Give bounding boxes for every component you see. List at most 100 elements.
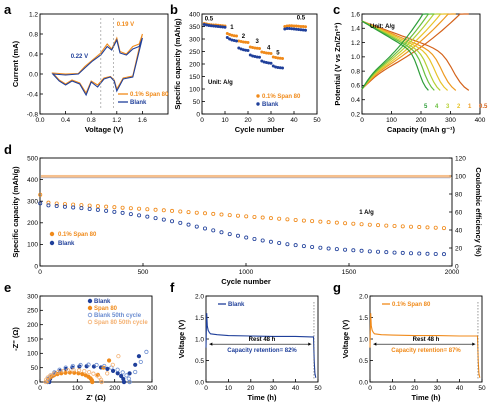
eis-point	[70, 363, 75, 369]
legend-swatch	[87, 312, 93, 318]
rate-point	[299, 25, 303, 28]
capacity-point	[104, 208, 109, 213]
panel-label: c	[333, 2, 340, 17]
rate-point	[251, 54, 255, 58]
x-tick-label: 0	[38, 385, 42, 392]
capacity-point	[161, 217, 166, 222]
capacity-point	[433, 251, 438, 256]
rate-point	[269, 61, 273, 65]
eis-point	[94, 362, 99, 368]
capacity-point	[54, 201, 59, 206]
eis-point	[43, 379, 48, 385]
legend-swatch	[256, 102, 260, 106]
eis-point	[55, 370, 61, 375]
capacity-point	[128, 212, 133, 217]
y-tick-label: 1.0	[195, 336, 204, 343]
eis-point	[45, 375, 50, 380]
x-tick-label: 20	[244, 117, 252, 124]
x-tick-label: 0.8	[87, 117, 96, 124]
y-tick-label: 1.4	[351, 26, 360, 33]
x-tick-label: 0.4	[61, 117, 70, 124]
x-tick-label: 10	[225, 385, 233, 392]
capacity-point	[120, 205, 125, 210]
y-tick-label: 500	[27, 155, 38, 162]
capacity-point	[203, 211, 208, 216]
rate-point	[225, 32, 229, 35]
y-tick-label: 2.0	[195, 293, 204, 300]
eis-tail-point	[99, 379, 104, 385]
capacity-point	[425, 251, 430, 256]
x-tick-label: 0	[200, 117, 204, 124]
x-axis-title: Time (h)	[411, 393, 441, 402]
capacity-point	[433, 225, 438, 230]
y-tick-label: 100	[189, 86, 200, 93]
capacity-point	[194, 224, 199, 229]
rest-note: Rest 48 h	[249, 337, 276, 343]
rate-point	[281, 66, 284, 70]
y2-tick-label: 20	[455, 245, 463, 252]
capacity-point	[211, 228, 216, 233]
eis-point	[51, 371, 56, 376]
rate-point	[285, 27, 289, 30]
capacity-point	[71, 205, 76, 210]
rate-point	[207, 24, 211, 27]
rate-point	[212, 24, 215, 28]
x-tick-label: 100	[386, 117, 397, 124]
rate-point	[290, 27, 294, 31]
panel-b: 0 10 20 30 40 50 0 50 100 150 200 250 300 350 400 Cycle…	[170, 2, 321, 134]
capacity-point	[145, 214, 150, 219]
x-tick-label: 1000	[239, 269, 254, 276]
y-axis-title: Specific capacity (mAh/g)	[173, 18, 182, 110]
capacity-point	[46, 200, 51, 205]
capacity-point	[376, 223, 381, 228]
legend-label: 0.1% Span 80	[130, 92, 169, 98]
capacity-point	[301, 244, 306, 249]
plot-frame	[39, 157, 453, 267]
rate-point	[237, 39, 241, 43]
capacity-point	[203, 226, 208, 231]
y-tick-label: 250	[189, 49, 200, 56]
eis-point	[120, 370, 125, 375]
rate-point	[241, 40, 245, 44]
capacity-point	[128, 206, 133, 211]
rate-point	[218, 25, 222, 29]
capacity-point	[38, 192, 43, 197]
ce-band	[41, 174, 451, 178]
capacity-point	[293, 217, 298, 222]
capacity-point	[409, 224, 414, 229]
capacity-point	[384, 250, 389, 255]
rate-point	[271, 64, 275, 68]
capacity-point	[227, 232, 232, 237]
capacity-point	[384, 223, 389, 228]
x-axis-title: Voltage (V)	[85, 125, 124, 134]
y-tick-label: 0.8	[351, 68, 360, 75]
capacity-point	[376, 249, 381, 254]
capacity-point	[260, 215, 265, 220]
capacity-point	[268, 239, 273, 244]
rate-point	[264, 61, 268, 64]
rate-point	[239, 40, 243, 43]
y-tick-label: -0.4	[27, 91, 39, 98]
unit-note: Unit: A/g	[208, 80, 233, 86]
capacity-point	[326, 220, 331, 225]
rate-label: 0.5	[205, 16, 214, 22]
y-tick-label: 200	[189, 61, 200, 68]
rate-point	[232, 39, 236, 42]
capacity-point	[400, 250, 405, 255]
y-tick-label: 0.6	[351, 83, 360, 90]
legend-label: 0.1% Span 80	[392, 302, 431, 308]
capacity-point	[367, 222, 372, 227]
x-tick-label: 0	[38, 269, 42, 276]
capacity-point	[62, 204, 67, 209]
y-tick-label: 0.0	[29, 71, 38, 78]
capacity-point	[170, 219, 175, 224]
eis-point	[76, 368, 82, 373]
capacity-point	[367, 249, 372, 254]
capacity-point	[137, 213, 142, 218]
y-tick-label: 1.0	[359, 336, 368, 343]
capacity-point	[334, 220, 339, 225]
y-tick-label: 0.5	[195, 358, 204, 365]
rate-point	[290, 24, 294, 28]
legend-label: Blank	[130, 100, 147, 106]
rate-label: 1	[468, 104, 472, 110]
